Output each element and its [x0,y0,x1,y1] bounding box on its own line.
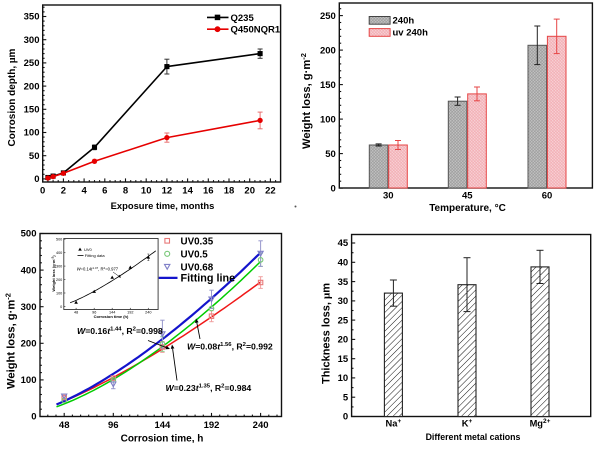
svg-text:Q450NQR1: Q450NQR1 [231,25,281,36]
svg-text:W=0.16t1.44, R2=0.998: W=0.16t1.44, R2=0.998 [77,326,163,336]
svg-text:400: 400 [56,251,62,255]
svg-text:300: 300 [56,265,62,269]
svg-text:6: 6 [102,186,107,197]
svg-text:192: 192 [204,420,220,431]
svg-text:Exposure time, months: Exposure time, months [111,200,215,211]
svg-text:Corrosion time, h: Corrosion time, h [121,434,204,445]
svg-text:0: 0 [31,412,36,423]
svg-text:60: 60 [542,191,553,202]
svg-text:250: 250 [24,58,40,69]
svg-text:48: 48 [74,311,78,315]
svg-text:Corrosion depth, μm: Corrosion depth, μm [7,48,18,146]
svg-text:Q235: Q235 [231,13,255,24]
svg-text:0: 0 [40,186,45,197]
svg-text:0: 0 [60,305,62,309]
svg-text:144: 144 [154,420,171,431]
svg-text:200: 200 [21,339,37,350]
svg-text:20: 20 [244,186,255,197]
svg-text:Fitting data: Fitting data [85,253,106,258]
svg-text:50: 50 [29,151,40,162]
svg-text:8: 8 [123,186,128,197]
svg-text:96: 96 [108,420,119,431]
svg-text:500: 500 [56,238,62,242]
svg-text:96: 96 [92,311,96,315]
svg-text:50: 50 [325,149,336,160]
svg-text:0: 0 [331,183,336,194]
svg-text:25: 25 [338,315,349,326]
svg-text:192: 192 [127,311,133,315]
svg-text:200: 200 [24,81,40,92]
svg-text:W=0.08t1.56, R2=0.992: W=0.08t1.56, R2=0.992 [187,342,273,352]
svg-text:30: 30 [383,191,394,202]
svg-text:500: 500 [21,229,37,240]
svg-text:144: 144 [109,311,115,315]
svg-text:4: 4 [81,186,87,197]
svg-text:Na+: Na+ [386,418,402,429]
svg-text:Thickness loss, μm: Thickness loss, μm [321,283,333,384]
svg-text:K+: K+ [462,418,473,429]
svg-text:10: 10 [141,186,152,197]
svg-text:10: 10 [338,373,349,384]
svg-text:Weight loss, g·m-2: Weight loss, g·m-2 [3,293,17,389]
svg-text:30: 30 [338,296,349,307]
svg-text:22: 22 [265,186,276,197]
svg-text:240h: 240h [393,15,415,26]
svg-text:100: 100 [21,375,37,386]
svg-text:5: 5 [343,392,349,403]
svg-text:0: 0 [34,174,39,185]
svg-text:300: 300 [21,302,37,313]
svg-text:2: 2 [61,186,66,197]
svg-text:250: 250 [320,11,336,22]
svg-text:Temperature, °C: Temperature, °C [429,203,506,214]
svg-text:350: 350 [24,12,40,23]
svg-text:Mg2+: Mg2+ [530,418,551,429]
svg-text:uv 240h: uv 240h [393,28,429,39]
svg-text:20: 20 [338,335,349,346]
svg-text:Weight loss, g·m-2: Weight loss, g·m-2 [299,53,313,149]
svg-text:UV0: UV0 [84,247,93,252]
svg-text:40: 40 [338,258,349,269]
svg-text:UV0.5: UV0.5 [181,249,209,260]
svg-text:100: 100 [24,128,40,139]
svg-text:240: 240 [253,420,269,431]
svg-text:Weight loss (g·m-2): Weight loss (g·m-2) [50,255,55,292]
svg-text:16: 16 [203,186,214,197]
svg-text:UV0.35: UV0.35 [181,236,214,247]
svg-text:W=0.23t1.35, R2=0.984: W=0.23t1.35, R2=0.984 [166,383,252,393]
svg-text:400: 400 [21,265,37,276]
svg-text:12: 12 [162,186,173,197]
svg-text:45: 45 [462,191,473,202]
svg-text:200: 200 [56,278,62,282]
svg-text:300: 300 [24,35,40,46]
svg-text:200: 200 [320,45,336,56]
svg-text:14: 14 [182,186,193,197]
svg-text:48: 48 [59,420,70,431]
svg-text:Fitting line: Fitting line [181,273,236,285]
svg-text:100: 100 [320,114,336,125]
svg-text:240: 240 [145,311,151,315]
svg-text:Different metal cations: Different metal cations [426,432,521,442]
svg-text:150: 150 [24,105,40,116]
svg-text:W=0.14t1.47, R2=0.977: W=0.14t1.47, R2=0.977 [77,266,119,272]
svg-text:100: 100 [56,291,62,295]
svg-text:150: 150 [320,80,336,91]
svg-text:0: 0 [343,412,348,423]
svg-text:18: 18 [224,186,235,197]
svg-text:UV0.68: UV0.68 [181,262,214,273]
svg-text:15: 15 [338,354,349,365]
svg-text:35: 35 [338,277,349,288]
svg-text:Corrosion time (h): Corrosion time (h) [94,314,129,319]
svg-text:45: 45 [338,238,349,249]
